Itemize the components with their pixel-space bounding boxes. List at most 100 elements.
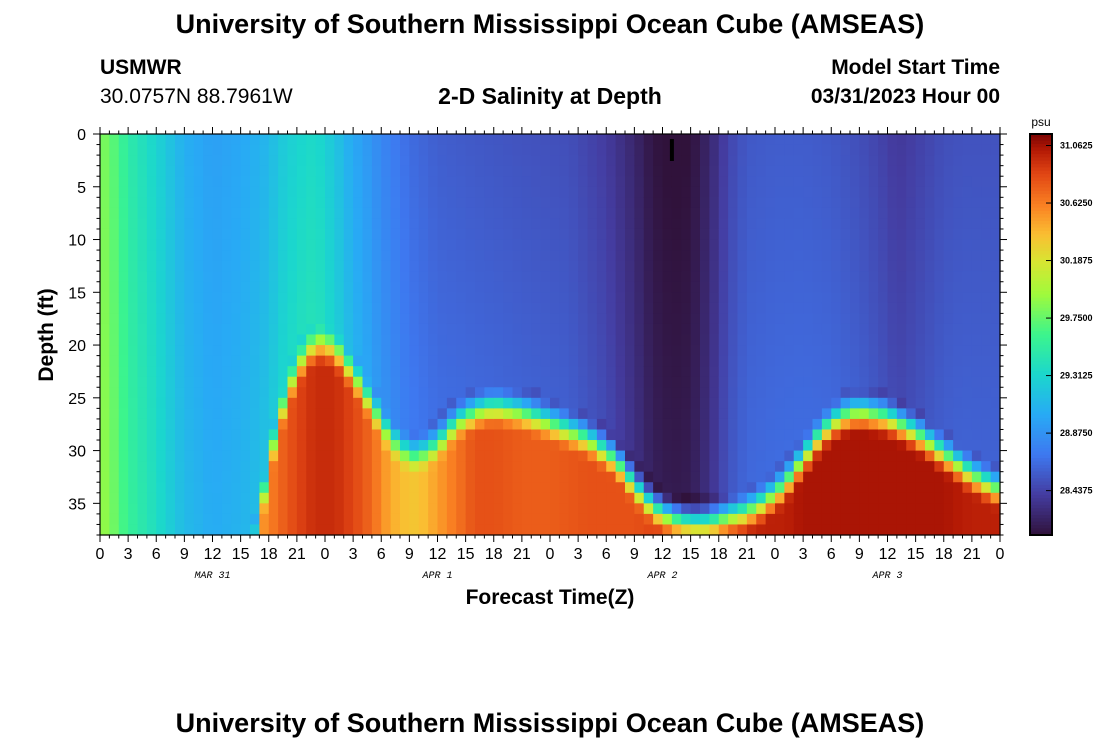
- heatmap-cell: [268, 271, 279, 283]
- heatmap-cell: [156, 281, 167, 293]
- heatmap-cell: [887, 155, 898, 167]
- heatmap-cell: [709, 144, 720, 156]
- heatmap-cell: [962, 228, 973, 241]
- heatmap-cell: [118, 302, 129, 314]
- heatmap-cell: [850, 440, 860, 452]
- heatmap-cell: [418, 429, 429, 441]
- heatmap-cell: [465, 492, 476, 504]
- heatmap-cell: [821, 461, 832, 473]
- heatmap-cell: [953, 292, 964, 304]
- heatmap-cell: [925, 250, 935, 262]
- heatmap-cell: [193, 218, 204, 230]
- heatmap-cell: [981, 397, 992, 409]
- heatmap-cell: [878, 366, 889, 378]
- heatmap-cell: [896, 260, 907, 272]
- heatmap-cell: [446, 176, 457, 188]
- heatmap-cell: [362, 408, 373, 420]
- heatmap-cell: [128, 461, 139, 473]
- heatmap-cell: [296, 176, 307, 188]
- model-start-value: 03/31/2023 Hour 00: [810, 85, 1000, 108]
- heatmap-cell: [775, 323, 785, 336]
- heatmap-cell: [981, 376, 992, 388]
- heatmap-cell: [400, 323, 410, 336]
- heatmap-cell: [250, 186, 260, 198]
- heatmap-cell: [503, 207, 514, 220]
- heatmap-cell: [568, 207, 579, 220]
- heatmap-cell: [315, 323, 326, 336]
- heatmap-cell: [343, 471, 354, 483]
- heatmap-cell: [456, 176, 467, 188]
- heatmap-cell: [578, 302, 589, 314]
- heatmap-cell: [559, 355, 570, 367]
- heatmap-cell: [221, 292, 232, 304]
- heatmap-cell: [925, 239, 935, 251]
- heatmap-cell: [587, 260, 598, 272]
- heatmap-cell: [409, 492, 420, 504]
- heatmap-cell: [625, 197, 635, 209]
- heatmap-cell: [840, 281, 851, 293]
- heatmap-cell: [521, 492, 532, 504]
- heatmap-cell: [259, 271, 270, 283]
- heatmap-cell: [878, 228, 889, 241]
- heatmap-cell: [690, 218, 701, 230]
- heatmap-cell: [859, 334, 870, 346]
- heatmap-cell: [662, 418, 673, 431]
- heatmap-cell: [446, 155, 457, 167]
- heatmap-cell: [615, 186, 626, 198]
- heatmap-cell: [765, 281, 776, 293]
- heatmap-cell: [700, 155, 710, 167]
- heatmap-cell: [943, 440, 954, 452]
- heatmap-cell: [681, 207, 692, 220]
- heatmap-cell: [643, 144, 654, 156]
- heatmap-cell: [100, 144, 110, 156]
- heatmap-cell: [334, 271, 345, 283]
- heatmap-cell: [268, 492, 279, 504]
- heatmap-cell: [671, 281, 682, 293]
- heatmap-cell: [662, 492, 673, 504]
- heatmap-cell: [587, 134, 598, 146]
- heatmap-cell: [971, 176, 982, 188]
- heatmap-cell: [531, 334, 542, 346]
- heatmap-cell: [456, 524, 467, 536]
- heatmap-cell: [906, 186, 917, 198]
- heatmap-cell: [315, 345, 326, 357]
- heatmap-cell: [315, 292, 326, 304]
- heatmap-cell: [953, 418, 964, 431]
- heatmap-cell: [793, 471, 804, 483]
- heatmap-cell: [259, 492, 270, 504]
- heatmap-cell: [746, 334, 757, 346]
- x-tick-label: 18: [935, 546, 953, 563]
- heatmap-cell: [475, 524, 485, 536]
- heatmap-cell: [325, 503, 335, 515]
- heatmap-cell: [925, 260, 935, 272]
- heatmap-cell: [568, 524, 579, 536]
- heatmap-cell: [709, 313, 720, 325]
- heatmap-cell: [540, 513, 551, 526]
- heatmap-cell: [484, 165, 495, 177]
- heatmap-cell: [437, 239, 448, 251]
- heatmap-cell: [250, 450, 260, 462]
- heatmap-cell: [868, 492, 879, 504]
- heatmap-cell: [137, 302, 148, 314]
- heatmap-cell: [840, 387, 851, 399]
- heatmap-cell: [362, 345, 373, 357]
- heatmap-cell: [737, 271, 748, 283]
- heatmap-cell: [859, 418, 870, 431]
- heatmap-cell: [493, 313, 504, 325]
- heatmap-cell: [362, 228, 373, 241]
- heatmap-cell: [390, 366, 401, 378]
- heatmap-cell: [128, 144, 139, 156]
- heatmap-cell: [550, 281, 560, 293]
- x-tick-label: 0: [996, 546, 1005, 563]
- heatmap-cell: [212, 134, 223, 146]
- heatmap-cell: [259, 345, 270, 357]
- heatmap-cell: [212, 207, 223, 220]
- heatmap-cell: [390, 197, 401, 209]
- heatmap-cell: [662, 345, 673, 357]
- heatmap-cell: [643, 334, 654, 346]
- heatmap-cell: [990, 186, 1001, 198]
- heatmap-cell: [559, 134, 570, 146]
- heatmap-cell: [896, 250, 907, 262]
- heatmap-cell: [184, 471, 195, 483]
- heatmap-cell: [521, 176, 532, 188]
